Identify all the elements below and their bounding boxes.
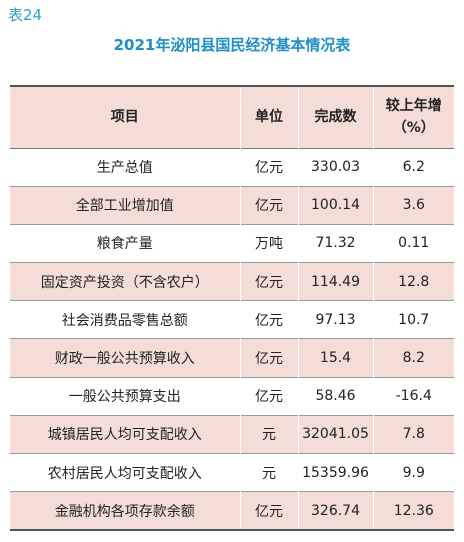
- table-cell: 32041.05: [297, 415, 373, 454]
- header-row: 项目 单位 完成数 较上年增 （%）: [10, 86, 454, 148]
- column-header: 单位: [239, 86, 298, 148]
- column-header-line: （%）: [392, 120, 435, 137]
- table-cell: 97.13: [297, 300, 373, 339]
- table-cell: 8.2: [372, 338, 454, 378]
- table-cell: 固定资产投资（不含农户）: [40, 274, 209, 291]
- table-cell: 亿元: [239, 262, 298, 301]
- table-cell: 万吨: [239, 224, 298, 263]
- table-cell: 亿元: [239, 300, 298, 339]
- table-cell: 社会消费品零售总额: [61, 312, 188, 329]
- table-row: 粮食产量 万吨 71.32 0.11: [10, 224, 454, 263]
- table-cell: 农村居民人均可支配收入: [47, 465, 202, 482]
- table-label: 表24: [8, 6, 43, 24]
- table-cell: 生产总值: [96, 160, 153, 177]
- table-row: 社会消费品零售总额 亿元 97.13 10.7: [10, 300, 454, 339]
- table-cell: 城镇居民人均可支配收入: [47, 427, 202, 444]
- table-cell: 0.11: [372, 224, 454, 263]
- data-table: 项目 单位 完成数 较上年增 （%） 生产总值 亿元 330.03 6.2 全部工业增加值 亿元 1…: [10, 85, 454, 531]
- table-cell: 114.49: [297, 262, 373, 301]
- table-row: 一般公共预算支出 亿元 58.46 -16.4: [10, 377, 454, 416]
- table-cell: 58.46: [297, 377, 373, 416]
- table-cell: 12.36: [372, 491, 454, 530]
- table-title: 2021年泌阳县国民经济基本情况表: [113, 36, 351, 54]
- table-row: 全部工业增加值 亿元 100.14 3.6: [10, 186, 454, 225]
- table-cell: 亿元: [239, 338, 298, 378]
- table-cell: 15.4: [297, 338, 373, 378]
- table-row: 生产总值 亿元 330.03 6.2: [10, 148, 454, 187]
- table-cell: 10.7: [372, 300, 454, 339]
- table-cell: 9.9: [372, 453, 454, 492]
- table-cell: 亿元: [239, 491, 298, 530]
- table-cell: 全部工业增加值: [75, 198, 174, 215]
- table-cell: 元: [239, 453, 298, 492]
- table-row: 固定资产投资（不含农户） 亿元 114.49 12.8: [10, 262, 454, 301]
- table-cell: 一般公共预算支出: [68, 389, 181, 406]
- table-cell: 亿元: [239, 148, 298, 187]
- table-cell: -16.4: [372, 377, 454, 416]
- table-cell: 326.74: [297, 491, 373, 530]
- table-row: 农村居民人均可支配收入 元 15359.96 9.9: [10, 453, 454, 492]
- table-body: 生产总值 亿元 330.03 6.2 全部工业增加值 亿元 100.14 3.6 粮食产量 万吨 7…: [10, 148, 454, 530]
- column-header: 项目: [110, 109, 139, 126]
- table-cell: 金融机构各项存款余额: [54, 503, 195, 520]
- table-cell: 亿元: [239, 186, 298, 225]
- table-head: 项目 单位 完成数 较上年增 （%）: [10, 86, 454, 148]
- table-cell: 亿元: [239, 377, 298, 416]
- table-cell: 7.8: [372, 415, 454, 454]
- table-cell: 71.32: [297, 224, 373, 263]
- table-row: 财政一般公共预算收入 亿元 15.4 8.2: [10, 338, 454, 378]
- table-cell: 3.6: [372, 186, 454, 225]
- table-cell: 财政一般公共预算收入: [54, 351, 195, 368]
- table-cell: 粮食产量: [96, 236, 153, 253]
- table-cell: 元: [239, 415, 298, 454]
- column-header: 完成数: [297, 86, 373, 148]
- table-cell: 330.03: [297, 148, 373, 187]
- table-cell: 100.14: [297, 186, 373, 225]
- column-header: 较上年增 （%）: [372, 86, 454, 148]
- table-cell: 15359.96: [297, 453, 373, 492]
- table-row: 城镇居民人均可支配收入 元 32041.05 7.8: [10, 415, 454, 454]
- table-row: 金融机构各项存款余额 亿元 326.74 12.36: [10, 491, 454, 530]
- column-header-line: 较上年增: [385, 98, 442, 115]
- table-cell: 6.2: [372, 148, 454, 187]
- table-cell: 12.8: [372, 262, 454, 301]
